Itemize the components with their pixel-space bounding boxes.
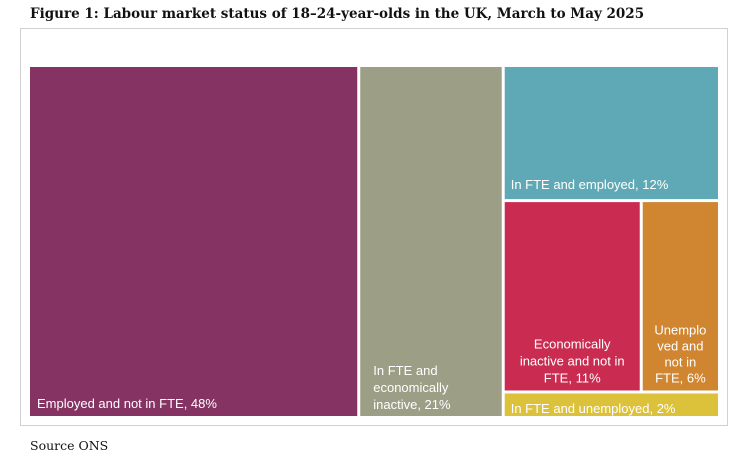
tile-rect-in-fte-and-economically-inactive (360, 67, 502, 416)
tile-label-in-fte-and-economically-inactive-line-3: inactive, 21% (373, 397, 451, 412)
tile-label-in-fte-and-economically-inactive-line-2: economically (373, 380, 449, 395)
chart-title: Figure 1: Labour market status of 18–24-… (30, 6, 645, 22)
tile-label-economically-inactive-and-not-in-fte-line-2: inactive and not in (520, 353, 625, 368)
tile-rect-employed-and-not-in-fte (30, 67, 358, 416)
tile-label-unemployed-and-not-in-fte-line-1: Unemplo (654, 322, 706, 337)
tile-label-in-fte-and-employed-line-1: In FTE and employed, 12% (511, 177, 669, 192)
tile-rect-economically-inactive-and-not-in-fte (504, 202, 640, 391)
tile-rect-in-fte-and-unemployed (504, 393, 718, 416)
tile-label-economically-inactive-and-not-in-fte-line-1: Economically (534, 336, 611, 351)
tile-in-fte-and-employed: In FTE and employed, 12% (504, 67, 718, 200)
tile-economically-inactive-and-not-in-fte: Economically inactive and not in FTE, 11% (504, 202, 640, 391)
tile-label-unemployed-and-not-in-fte-line-4: FTE, 6% (655, 370, 706, 385)
tile-label-unemployed-and-not-in-fte-line-3: not in (664, 354, 696, 369)
tile-employed-and-not-in-fte: Employed and not in FTE, 48% (30, 67, 358, 416)
tile-label-unemployed-and-not-in-fte-line-2: ved and (657, 338, 703, 353)
tile-label-in-fte-and-unemployed-line-1: In FTE and unemployed, 2% (511, 401, 676, 416)
tile-rect-unemployed-and-not-in-fte (642, 202, 718, 391)
tile-in-fte-and-unemployed: In FTE and unemployed, 2% (504, 393, 718, 416)
tile-label-economically-inactive-and-not-in-fte-line-3: FTE, 11% (544, 370, 601, 385)
source-note: Source ONS (30, 438, 109, 453)
tile-rect-in-fte-and-employed (504, 67, 718, 200)
tile-in-fte-and-economically-inactive: In FTE and economically inactive, 21% (360, 67, 502, 416)
tile-label-in-fte-and-economically-inactive-line-1: In FTE and (373, 363, 437, 378)
tile-label-employed-and-not-in-fte-line-1: Employed and not in FTE, 48% (37, 396, 217, 411)
